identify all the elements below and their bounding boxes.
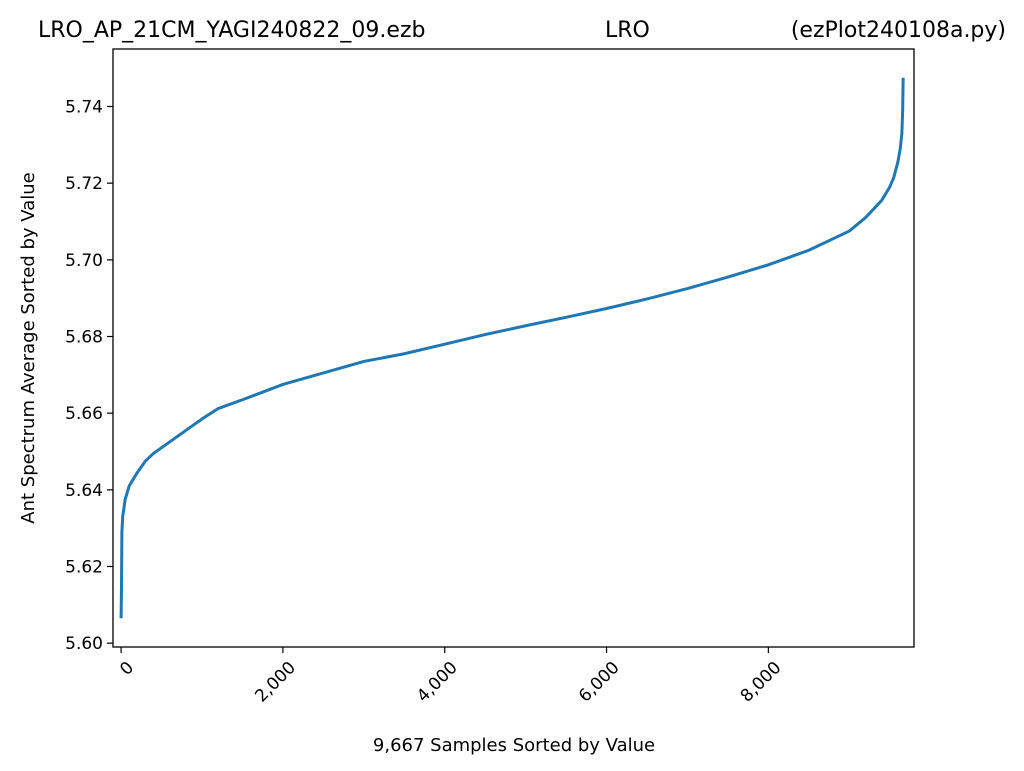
plot-frame	[112, 48, 915, 648]
y-tick-label: 5.60	[65, 634, 103, 654]
x-tick-label: 6,000	[575, 658, 624, 707]
y-axis-ticks: 5.60 5.62 5.64 5.66 5.68 5.70 5.72 5.74	[65, 98, 113, 654]
y-tick-label: 5.66	[65, 404, 103, 424]
y-tick-label: 5.72	[65, 174, 103, 194]
file-name-title: LRO_AP_21CM_YAGI240822_09.ezb	[38, 18, 425, 43]
y-tick-label: 5.74	[65, 98, 103, 118]
x-axis-ticks: 0 2,000 4,000 6,000 8,000	[116, 647, 785, 706]
script-name-title: (ezPlot240108a.py)	[791, 18, 1006, 43]
x-tick-label: 8,000	[737, 658, 786, 707]
y-tick-label: 5.64	[65, 481, 103, 501]
plot-area	[112, 48, 915, 648]
data-layer	[119, 77, 905, 619]
y-tick-label: 5.62	[65, 558, 103, 578]
x-tick-label: 0	[116, 658, 138, 680]
site-title: LRO	[605, 18, 650, 43]
x-tick-label: 4,000	[413, 658, 462, 707]
series-line	[119, 77, 905, 619]
x-tick-label: 2,000	[251, 658, 300, 707]
y-tick-label: 5.70	[65, 251, 103, 271]
x-axis-label: 9,667 Samples Sorted by Value	[373, 735, 655, 756]
y-tick-label: 5.68	[65, 328, 103, 348]
y-axis-label: Ant Spectrum Average Sorted by Value	[18, 172, 39, 523]
